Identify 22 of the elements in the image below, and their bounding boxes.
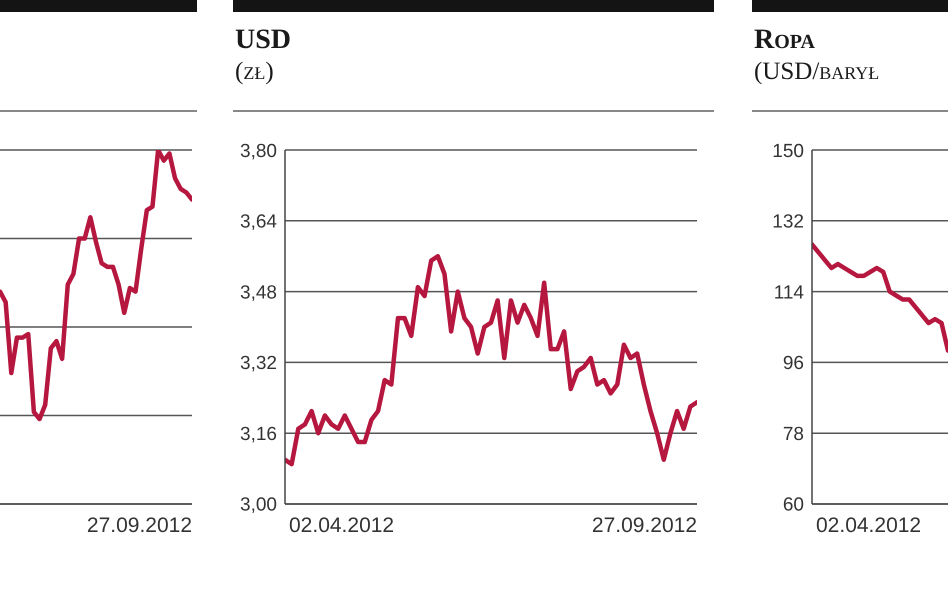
y-tick-label: 60	[782, 494, 804, 516]
y-tick-label: 96	[782, 353, 804, 374]
text: 02.04.2012	[289, 514, 394, 538]
y-tick-label: 3,64	[240, 212, 278, 233]
text: 27.09.2012	[86, 514, 192, 538]
text: 02.04.2012	[816, 514, 922, 538]
y-tick-label: 3,80	[240, 140, 277, 162]
y-tick-label: 3,16	[240, 424, 277, 445]
line-series	[285, 254, 697, 466]
line-series	[812, 242, 948, 353]
chart-title: USD	[235, 24, 292, 56]
y-tick-label: 3,32	[240, 353, 277, 374]
y-tick-label: 3,00	[240, 494, 277, 516]
chart-subtitle: (zł)	[235, 58, 274, 86]
y-tick-label: 114	[774, 282, 804, 304]
y-tick-label: 132	[772, 212, 804, 233]
y-tick-label: 150	[772, 140, 804, 162]
chart-subtitle: (USD/barył	[754, 58, 880, 86]
text: 27.09.2012	[592, 514, 697, 538]
y-tick-label: 3,48	[240, 282, 277, 304]
y-tick-label: 78	[782, 424, 804, 445]
chart-title: Ropa	[754, 24, 815, 56]
